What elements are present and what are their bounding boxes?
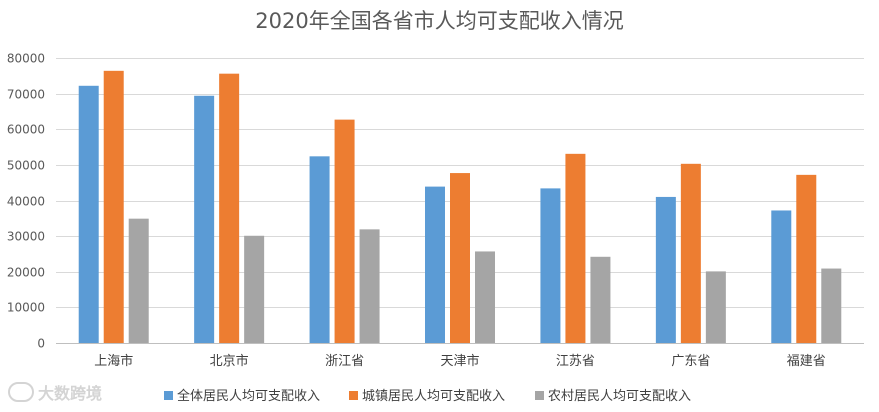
y-tick-label: 50000 [7,159,45,173]
legend-label: 城镇居民人均可支配收入 [362,389,505,404]
bar-3-2 [244,235,265,343]
legend-swatch [535,391,544,400]
x-category-label: 北京市 [210,353,249,369]
y-axis-ticks: 0 10000 20000 30000 40000 50000 60000 70000 8000… [7,52,45,351]
y-tick-label: 70000 [7,88,45,102]
bar-2-5 [565,153,586,343]
chart-title: 2020年全国各省市人均可支配收入情况 [255,9,623,33]
legend-label: 全体居民人均可支配收入 [177,388,320,404]
y-tick-label: 60000 [7,123,45,137]
legend[interactable]: 全体居民人均可支配收入 城镇居民人均可支配收入 农村居民人均可支配收入 [164,388,691,404]
bar-1-1 [78,85,99,343]
bar-1-6 [655,196,676,343]
bar-1-2 [194,95,215,343]
legend-swatch [164,391,173,400]
watermark-logo-icon [8,382,34,402]
x-category-label: 广东省 [671,354,710,369]
watermark: 大数跨境 [8,380,102,404]
x-category-label: 江苏省 [556,353,595,369]
legend-swatch [349,391,358,400]
bar-2-2 [219,73,240,344]
bar-2-4 [450,173,470,343]
y-tick-label: 10000 [7,301,45,315]
x-category-label: 浙江省 [325,354,364,369]
bar-1-4 [425,186,445,343]
y-tick-label: 40000 [7,195,45,209]
bar-3-6 [705,271,726,343]
bar-3-5 [590,256,611,343]
bar-2-1 [103,70,124,343]
legend-item-1[interactable]: 全体居民人均可支配收入 [164,388,320,404]
x-axis-labels: 上海市 北京市 浙江省 天津市 江苏省 广东省 福建省 [94,353,826,369]
y-tick-label: 30000 [7,230,45,244]
legend-item-3[interactable]: 农村居民人均可支配收入 [535,389,691,404]
y-tick-label: 20000 [7,266,45,280]
bar-2-3 [334,119,355,343]
legend-item-2[interactable]: 城镇居民人均可支配收入 [349,389,505,404]
y-tick-label: 80000 [7,52,45,66]
bar-2-6 [680,163,701,343]
bar-1-7 [771,210,792,343]
x-category-label: 福建省 [787,354,826,369]
y-tick-label: 0 [37,337,45,351]
bar-1-5 [540,188,561,343]
bar-2-7 [796,174,817,343]
bar-3-7 [821,268,842,343]
x-category-label: 天津市 [440,353,479,369]
bar-1-3 [309,156,330,343]
bar-3-1 [128,218,149,343]
x-category-label: 上海市 [94,353,133,369]
legend-label: 农村居民人均可支配收入 [548,389,691,404]
bars [78,70,842,344]
bar-3-4 [475,251,495,343]
watermark-text: 大数跨境 [38,384,103,403]
bar-3-3 [359,229,380,343]
